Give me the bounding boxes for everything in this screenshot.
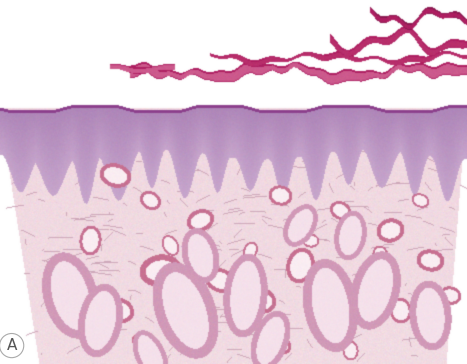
Text: A: A bbox=[7, 338, 17, 353]
